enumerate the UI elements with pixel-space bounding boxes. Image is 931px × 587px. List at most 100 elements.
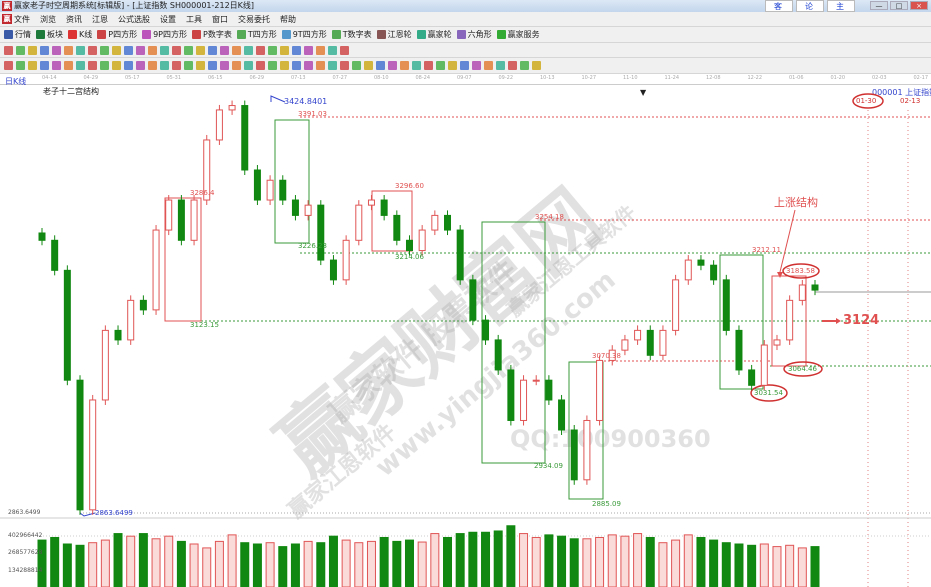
menu-formula[interactable]: 公式选股 <box>118 14 150 24</box>
star-icon[interactable] <box>148 61 157 70</box>
cycle5-icon[interactable] <box>460 61 469 70</box>
paint-icon[interactable] <box>76 61 85 70</box>
hline-icon[interactable] <box>16 61 25 70</box>
speed-icon[interactable] <box>304 61 313 70</box>
channel-icon[interactable] <box>112 61 121 70</box>
toolbar-button-t-table[interactable]: T数字表 <box>331 29 372 40</box>
period-label[interactable]: 日K线 <box>5 77 27 86</box>
menu-trade[interactable]: 交易委托 <box>238 14 270 24</box>
toolbar-button-winner-wheel[interactable]: 赢家轮 <box>416 29 452 40</box>
pencil-icon[interactable] <box>280 61 289 70</box>
toolbar-button-sector[interactable]: 板块 <box>36 29 63 40</box>
export-icon[interactable] <box>340 45 349 55</box>
cycle6-icon[interactable] <box>472 61 481 70</box>
flag-icon[interactable] <box>88 45 97 55</box>
circle-icon[interactable] <box>136 61 145 70</box>
harmonic-icon[interactable] <box>424 61 433 70</box>
link-icon[interactable] <box>532 61 541 70</box>
time-icon[interactable] <box>364 61 373 70</box>
grid-icon[interactable] <box>100 61 109 70</box>
cycle-icon[interactable] <box>256 61 265 70</box>
close-button[interactable]: × <box>910 1 928 10</box>
first-icon[interactable] <box>100 45 109 55</box>
toolbar-button-9p-square[interactable]: 9P四方形 <box>142 29 187 40</box>
toolbar-button-p-table[interactable]: P数字表 <box>192 29 232 40</box>
menu-settings[interactable]: 设置 <box>160 14 176 24</box>
gann-box-icon[interactable] <box>388 61 397 70</box>
prev-icon[interactable] <box>124 45 133 55</box>
toolbar-button-p-square[interactable]: P四方形 <box>97 29 137 40</box>
gann-fan2-icon[interactable] <box>196 61 205 70</box>
next-icon[interactable] <box>136 45 145 55</box>
pen-icon[interactable] <box>4 61 13 70</box>
move-left-icon[interactable] <box>172 45 181 55</box>
disk-icon[interactable] <box>316 45 325 55</box>
tline-icon[interactable] <box>52 61 61 70</box>
indicator-icon[interactable] <box>244 45 253 55</box>
period-icon[interactable] <box>4 45 13 55</box>
info-icon[interactable] <box>28 45 37 55</box>
gann-grid-icon[interactable] <box>412 61 421 70</box>
formula-icon[interactable] <box>76 45 85 55</box>
minimize-button[interactable]: — <box>870 1 888 10</box>
arrow-icon[interactable] <box>400 61 409 70</box>
zero-icon[interactable] <box>64 45 73 55</box>
last-icon[interactable] <box>112 45 121 55</box>
menu-window[interactable]: 窗口 <box>212 14 228 24</box>
color-icon[interactable] <box>520 61 529 70</box>
calc-icon[interactable] <box>280 45 289 55</box>
toolbar-button-kline[interactable]: K线 <box>68 29 92 40</box>
save-icon[interactable] <box>292 45 301 55</box>
zoom-out-icon[interactable] <box>160 45 169 55</box>
erase-icon[interactable] <box>508 61 517 70</box>
line-up-icon[interactable] <box>40 45 49 55</box>
fib2-icon[interactable] <box>40 61 49 70</box>
menu-browse[interactable]: 浏览 <box>40 14 56 24</box>
menu-file[interactable]: 文件 <box>14 14 30 24</box>
rect-icon[interactable] <box>232 61 241 70</box>
ray-icon[interactable] <box>244 61 253 70</box>
ellipse-icon[interactable] <box>88 61 97 70</box>
crosshair-icon[interactable] <box>232 45 241 55</box>
move-down-icon[interactable] <box>208 45 217 55</box>
speed2-icon[interactable] <box>316 61 325 70</box>
calendar-icon[interactable] <box>16 45 25 55</box>
period-line-icon[interactable] <box>220 61 229 70</box>
gift-icon[interactable] <box>256 45 265 55</box>
cycle2-icon[interactable] <box>268 61 277 70</box>
line-down-icon[interactable] <box>52 45 61 55</box>
toolbar-button-hexagon[interactable]: 六角形 <box>456 29 492 40</box>
menu-news[interactable]: 资讯 <box>66 14 82 24</box>
menu-help[interactable]: 帮助 <box>280 14 296 24</box>
menu-tools[interactable]: 工具 <box>186 14 202 24</box>
layout-icon[interactable] <box>304 45 313 55</box>
zoom-in-icon[interactable] <box>148 45 157 55</box>
toolbar-button-gann-wheel[interactable]: 江恩轮 <box>376 29 412 40</box>
compare-icon[interactable] <box>268 45 277 55</box>
move-right-icon[interactable] <box>184 45 193 55</box>
bars-icon[interactable] <box>328 61 337 70</box>
gann-fan-icon[interactable] <box>184 61 193 70</box>
percent-icon[interactable] <box>352 61 361 70</box>
box-icon[interactable] <box>208 61 217 70</box>
hand-icon[interactable] <box>220 45 229 55</box>
toolbar-button-t-square[interactable]: T四方形 <box>236 29 277 40</box>
move-up-icon[interactable] <box>196 45 205 55</box>
target-icon[interactable] <box>376 61 385 70</box>
cycle3-icon[interactable] <box>436 61 445 70</box>
print-icon[interactable] <box>328 45 337 55</box>
ruler-icon[interactable] <box>340 61 349 70</box>
maximize-button[interactable]: □ <box>890 1 908 10</box>
angle-icon[interactable] <box>124 61 133 70</box>
wave-icon[interactable] <box>292 61 301 70</box>
cycle7-icon[interactable] <box>484 61 493 70</box>
fan-icon[interactable] <box>172 61 181 70</box>
cross-icon[interactable] <box>160 61 169 70</box>
toolbar-button-quote[interactable]: 行情 <box>4 29 31 40</box>
toolbar-button-9t-square[interactable]: 9T四方形 <box>281 29 327 40</box>
menu-gann[interactable]: 江恩 <box>92 14 108 24</box>
table-icon[interactable] <box>496 61 505 70</box>
cycle4-icon[interactable] <box>448 61 457 70</box>
fib-icon[interactable] <box>28 61 37 70</box>
